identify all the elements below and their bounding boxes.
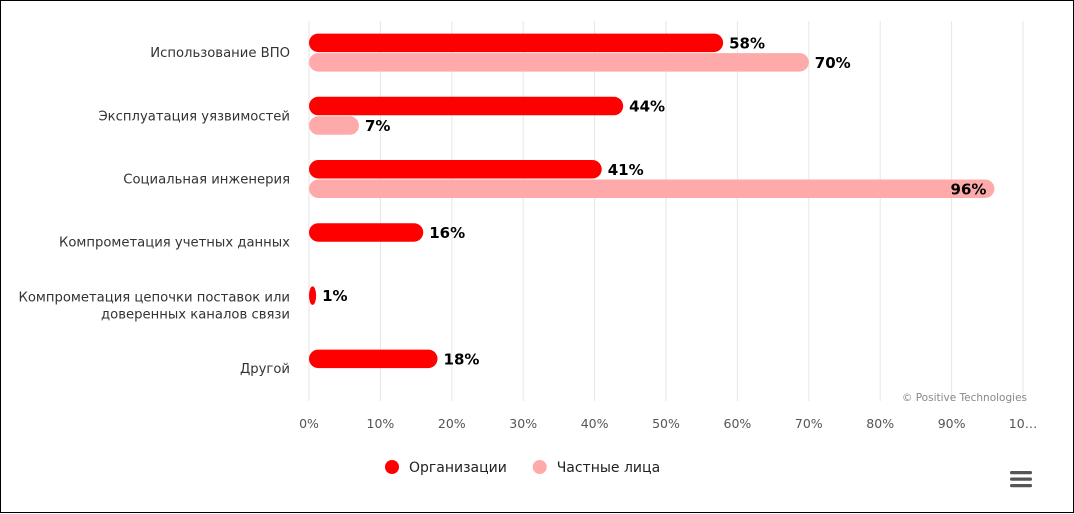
- legend-label: Организации: [409, 460, 507, 476]
- legend: Организации Частные лица: [385, 460, 660, 476]
- x-tick-label: 50%: [652, 416, 680, 431]
- bar[interactable]: [309, 33, 724, 53]
- category-label: Эксплуатация уязвимостей: [98, 109, 290, 124]
- data-label: 44%: [629, 98, 665, 116]
- x-tick-label: 20%: [438, 416, 466, 431]
- legend-item[interactable]: Частные лица: [532, 460, 660, 476]
- x-tick-label: 60%: [724, 416, 752, 431]
- data-labels: 58% 44% 41% 16% 1% 18% 70% 7% 96%: [322, 34, 986, 368]
- bar[interactable]: [309, 179, 995, 199]
- x-tick-label: 30%: [509, 416, 537, 431]
- data-label: 16%: [429, 224, 465, 242]
- bar[interactable]: [309, 96, 624, 116]
- credit-text: © Positive Technologies: [902, 392, 1027, 404]
- category-label: Использование ВПО: [150, 46, 290, 61]
- bars: [309, 33, 995, 369]
- category-label: Другой: [240, 362, 290, 377]
- data-label: 96%: [951, 180, 987, 198]
- x-tick-label: 10%: [367, 416, 395, 431]
- category-label: Компрометация цепочки поставок или довере…: [18, 290, 290, 322]
- legend-marker: [532, 460, 547, 474]
- legend-label: Частные лица: [557, 460, 660, 476]
- bar[interactable]: [309, 223, 424, 242]
- data-label: 7%: [365, 117, 390, 135]
- x-tick-label: 0%: [299, 416, 319, 431]
- grid-lines: [308, 21, 1024, 401]
- data-label: 70%: [815, 54, 851, 72]
- bar[interactable]: [309, 349, 438, 369]
- legend-item[interactable]: Организации: [385, 460, 507, 476]
- x-tick-label: 10…: [1009, 416, 1037, 431]
- legend-marker: [385, 460, 399, 474]
- category-label: Компрометация учетных данных: [59, 236, 290, 251]
- x-tick-label: 40%: [581, 416, 609, 431]
- bar[interactable]: [309, 286, 317, 305]
- bar[interactable]: [309, 160, 602, 179]
- bar[interactable]: [309, 116, 359, 135]
- x-axis-ticks: 0% 10% 20% 30% 40% 50% 60% 70% 80% 90% 10…: [299, 416, 1037, 431]
- data-label: 18%: [444, 350, 480, 368]
- data-label: 58%: [729, 34, 765, 52]
- x-tick-label: 80%: [866, 416, 894, 431]
- category-label: Социальная инженерия: [123, 173, 290, 188]
- x-tick-label: 70%: [795, 416, 823, 431]
- data-label: 41%: [608, 161, 644, 179]
- data-label: 1%: [322, 287, 347, 305]
- hamburger-menu-icon: [1010, 471, 1032, 488]
- chart-menu-button[interactable]: [1006, 467, 1036, 493]
- y-axis-categories: Использование ВПО Эксплуатация уязвимосте…: [18, 46, 290, 377]
- bar[interactable]: [309, 53, 809, 72]
- x-tick-label: 90%: [938, 416, 966, 431]
